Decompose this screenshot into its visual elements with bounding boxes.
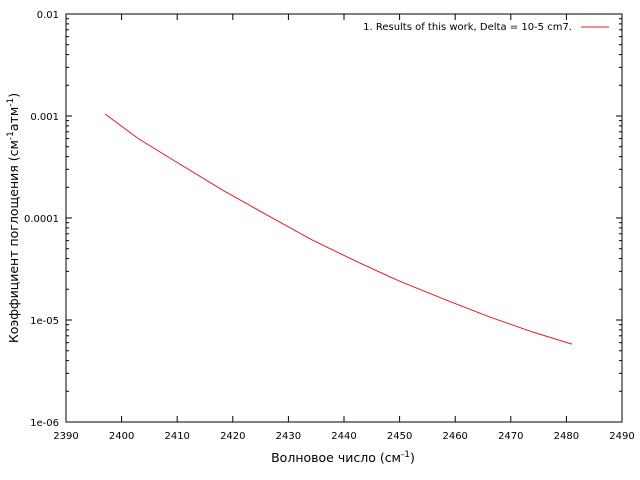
x-tick-labels: 2390 2400 2410 2420 2430 2440 2450 2460 2470 2480…: [53, 431, 634, 442]
y-tick-label: 1e-05: [30, 316, 59, 327]
y-tick-label: 0.0001: [24, 214, 59, 225]
y-tick-label: 0.01: [37, 10, 59, 21]
x-tick-label: 2470: [498, 431, 523, 442]
series-layer: [104, 113, 573, 345]
y-tick-labels: 1e-06 1e-05 0.0001 0.001 0.01: [24, 10, 59, 429]
series-line-0: [104, 113, 573, 345]
x-axis-title: Волновое число (см-1): [271, 450, 415, 465]
x-tick-label: 2410: [164, 431, 189, 442]
legend-label: 1. Results of this work, Delta = 10-5 cm…: [363, 22, 572, 33]
x-tick-label: 2460: [442, 431, 467, 442]
axis-ticks: [65, 13, 623, 423]
x-tick-label: 2390: [53, 431, 78, 442]
y-tick-label: 1e-06: [30, 418, 59, 429]
x-tick-label: 2450: [387, 431, 412, 442]
x-tick-label: 2400: [109, 431, 134, 442]
y-tick-label: 0.001: [30, 112, 59, 123]
y-axis-title: Коэффициент поглощения (см-1атм-1): [6, 93, 21, 343]
plot-frame: [65, 13, 623, 423]
x-tick-label: 2430: [276, 431, 301, 442]
x-tick-label: 2480: [554, 431, 579, 442]
x-tick-label: 2440: [331, 431, 356, 442]
x-tick-label: 2490: [609, 431, 634, 442]
legend: 1. Results of this work, Delta = 10-5 cm…: [363, 22, 609, 33]
x-tick-label: 2420: [220, 431, 245, 442]
